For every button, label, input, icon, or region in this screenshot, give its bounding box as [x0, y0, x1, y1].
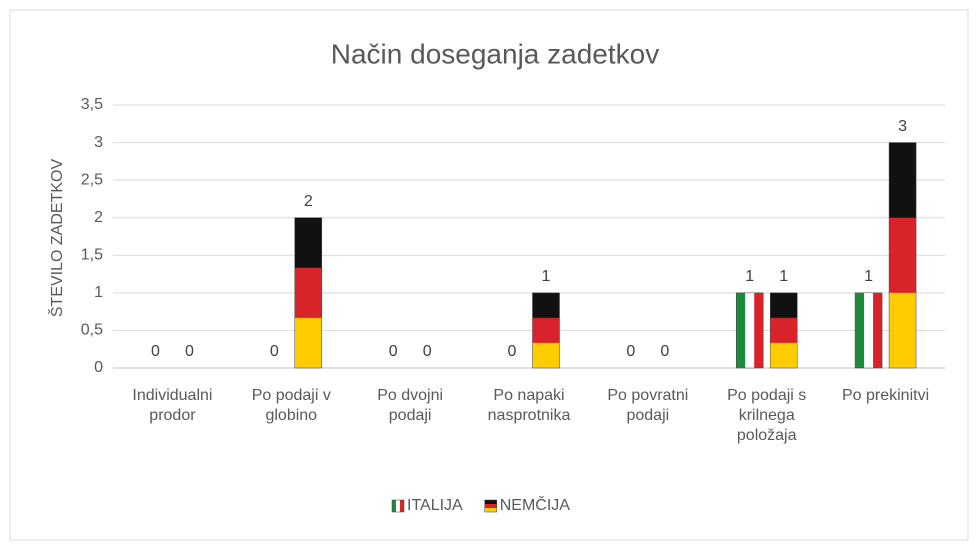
- chart-frame: [9, 9, 969, 541]
- y-tick-label: 0,5: [81, 322, 103, 339]
- x-tick-label: Po podaji s krilnega položaja: [727, 387, 807, 444]
- data-label: 0: [626, 343, 635, 360]
- bar: [769, 292, 798, 369]
- y-tick-label: 3: [94, 134, 103, 151]
- x-tick-label: Po napaki nasprotnika: [487, 387, 571, 424]
- bar: [854, 292, 883, 369]
- x-tick-label: Individualni prodor: [132, 387, 213, 424]
- data-label: 2: [304, 193, 313, 210]
- x-tick-label: Po podaji v globino: [251, 387, 331, 424]
- data-label: 0: [185, 343, 194, 360]
- bar: [888, 142, 917, 369]
- y-tick-label: 3,5: [81, 96, 103, 113]
- y-tick-label: 2: [94, 209, 103, 226]
- data-label: 0: [660, 343, 669, 360]
- legend-swatch: [391, 499, 405, 513]
- chart-title: Način doseganja zadetkov: [331, 38, 659, 69]
- x-tick-label: Po prekinitvi: [841, 387, 930, 404]
- y-tick-label: 0: [94, 359, 103, 376]
- legend-swatch: [484, 499, 497, 513]
- bar: [735, 292, 764, 369]
- data-label: 1: [542, 268, 551, 285]
- legend-label: NEMČIJA: [500, 495, 571, 514]
- y-tick-label: 1,5: [81, 247, 103, 264]
- y-axis-label: ŠTEVILO ZADETKOV: [47, 159, 66, 318]
- x-tick-label: Po dvojni podaji: [377, 387, 444, 424]
- y-tick-label: 2,5: [81, 171, 103, 188]
- data-label: 1: [745, 268, 754, 285]
- data-label: 1: [779, 268, 788, 285]
- data-label: 0: [508, 343, 517, 360]
- data-label: 1: [864, 268, 873, 285]
- bar: [294, 217, 323, 369]
- data-label: 0: [389, 343, 398, 360]
- data-label: 0: [151, 343, 160, 360]
- x-tick-label: Po povratni podaji: [607, 387, 689, 424]
- data-label: 3: [898, 118, 907, 135]
- data-label: 0: [270, 343, 279, 360]
- legend-label: ITALIJA: [407, 497, 463, 514]
- data-label: 0: [423, 343, 432, 360]
- y-tick-label: 1: [94, 284, 103, 301]
- bar: [532, 292, 560, 369]
